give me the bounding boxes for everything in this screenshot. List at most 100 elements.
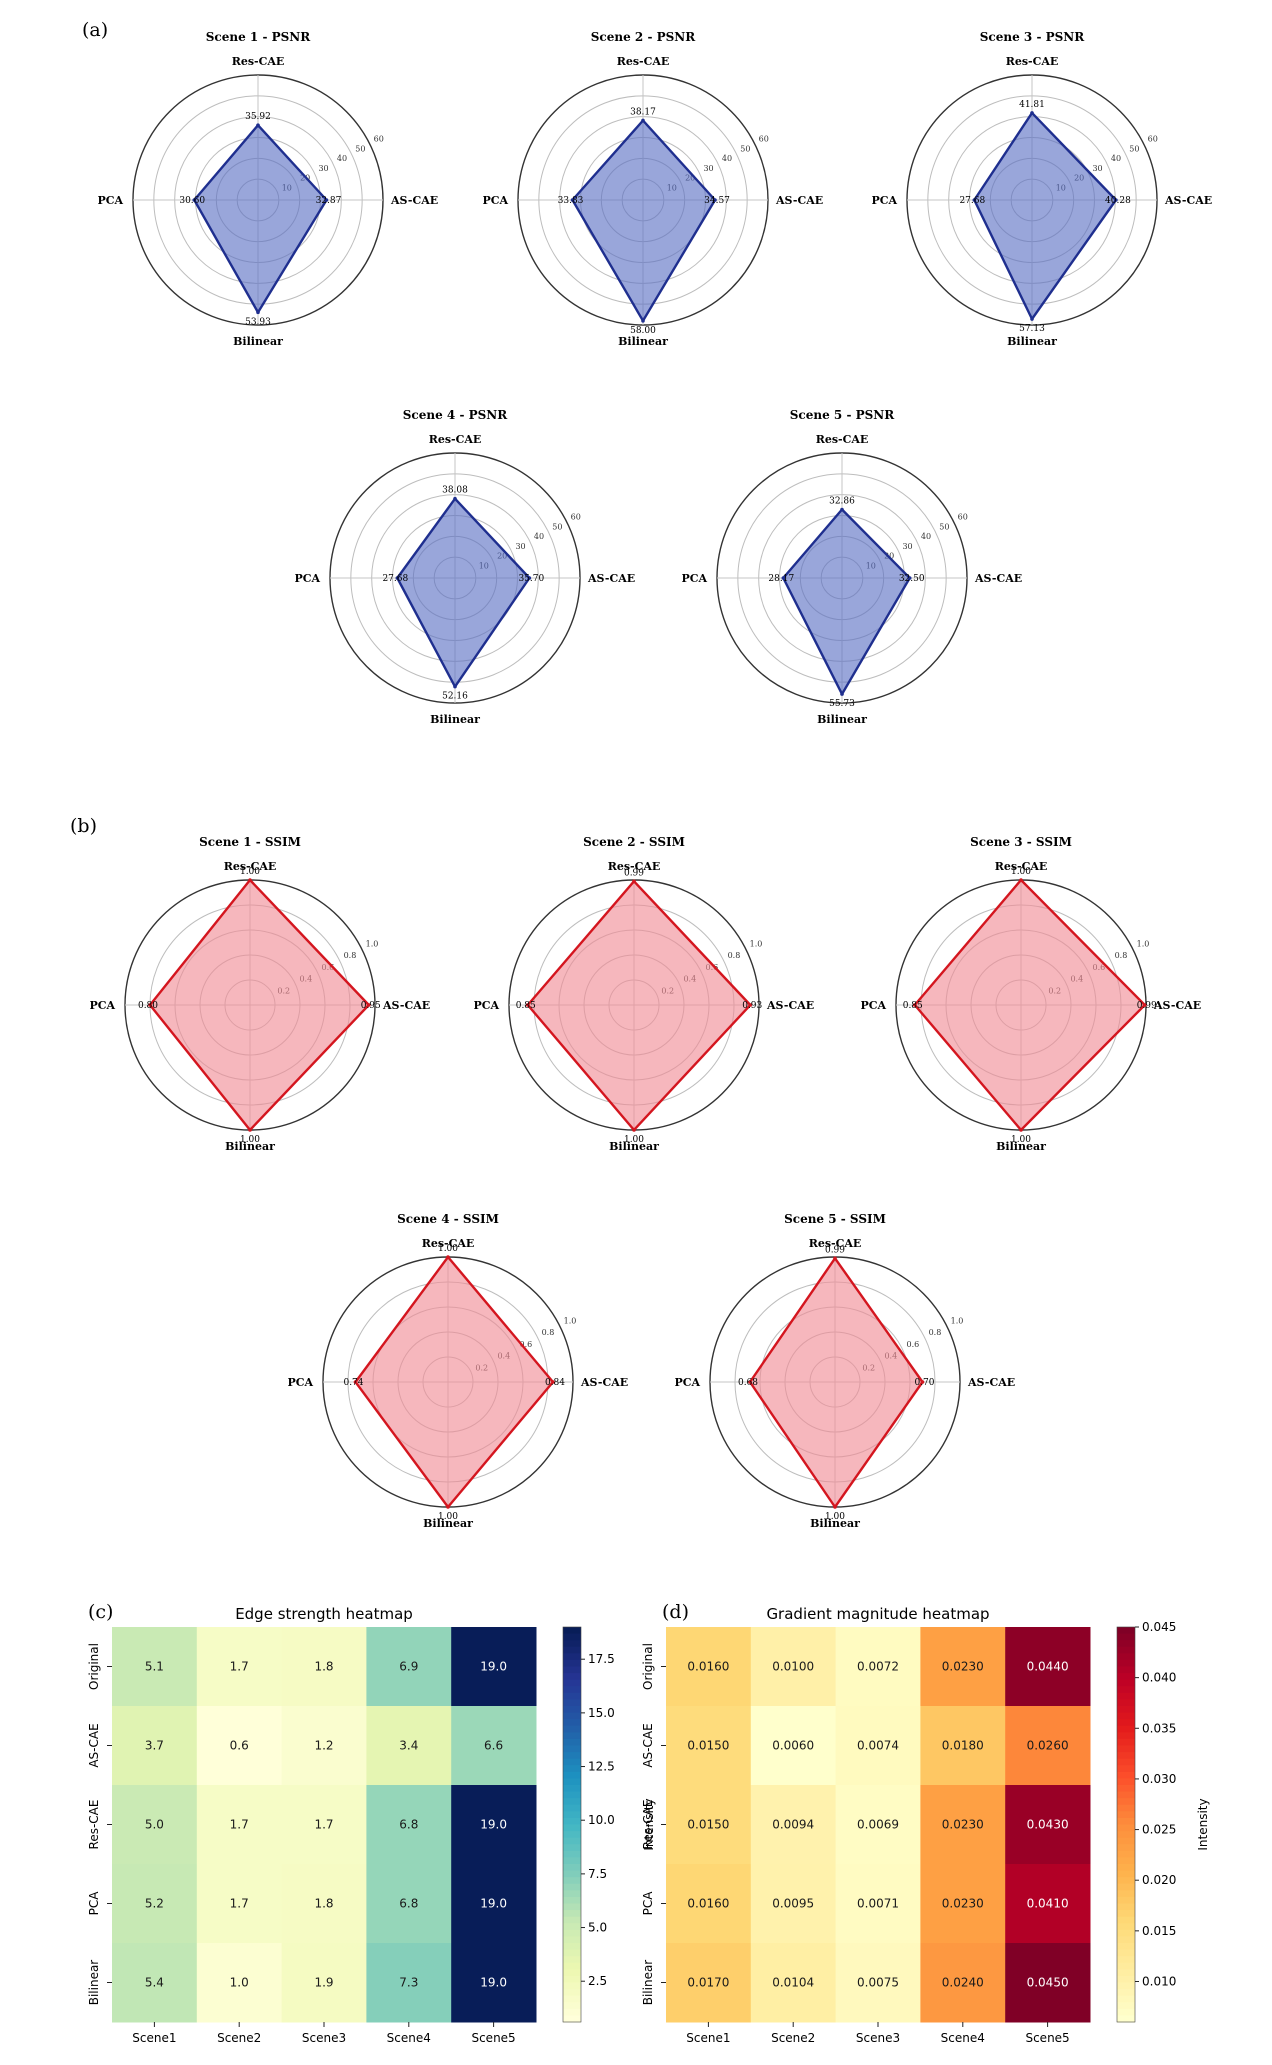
data-point [1030,111,1034,115]
heatmap-cell [920,1785,1006,1865]
radar-chart-10: Scene 5 - SSIM0.20.40.60.81.00.990.701.0… [674,1212,1015,1530]
radial-tick-label: 1.0 [1137,939,1150,948]
colorbar-segment [563,1791,581,1799]
colorbar-segment [563,2002,581,2010]
colorbar-segment [563,1804,581,1812]
heatmap-cell [366,1706,452,1786]
heatmap-cell [1005,1943,1091,2023]
col-label: Scene5 [1025,2031,1069,2045]
data-polygon [748,1257,924,1509]
chart-title: Scene 1 - PSNR [206,30,311,44]
colorbar-segment [1117,1837,1135,1845]
heatmap-cell-label: 19.0 [480,1976,507,1990]
axis-label-pca: PCA [294,572,320,585]
value-label: 58.00 [630,326,656,336]
heatmap-cell [281,1864,367,1944]
data-point [912,1003,917,1007]
axis-label-bilinear: Bilinear [225,1140,275,1153]
radial-tick-label: 40 [337,154,347,163]
heatmap-cell-label: 0.0440 [1027,1660,1069,1674]
value-label: 30.60 [179,196,205,206]
colorbar-segment [563,1692,581,1701]
radial-tick-label: 0.8 [929,1328,942,1337]
colorbar-segment [563,1903,581,1911]
colorbar-segment [563,1982,581,1990]
heatmap-cell-label: 5.2 [145,1897,164,1911]
colorbar-segment [1117,1653,1135,1661]
radial-tick-label: 0.8 [728,951,741,960]
colorbar-segment [563,2015,581,2023]
colorbar-segment [563,1785,581,1793]
data-point [527,576,532,580]
axis-label-as-cae: AS-CAE [967,1376,1015,1389]
heatmap-cell [196,1627,283,1707]
value-label: 53.93 [245,317,271,327]
colorbar-segment [563,1989,581,1997]
chart-title: Scene 5 - PSNR [790,408,895,422]
value-label: 0.93 [742,1001,762,1011]
heatmap-cell [451,1864,537,1944]
colorbar-segment [1117,1956,1135,1964]
colorbar-segment [563,1778,581,1786]
value-label: 0.85 [903,1001,923,1011]
value-label: 33.83 [558,196,584,206]
colorbar-segment [563,1831,581,1839]
colorbar-tick-label: 15.0 [588,1706,615,1720]
axis-label-as-cae: AS-CAE [974,572,1022,585]
axis-label-res-cae: Res-CAE [995,860,1048,873]
data-polygon [526,880,752,1132]
colorbar-segment [563,1765,581,1773]
colorbar-segment [1117,1910,1135,1918]
heatmap-cell [1005,1864,1091,1944]
row-label: Bilinear [87,1960,101,2006]
colorbar-segment [1117,1883,1135,1891]
chart-title: Scene 2 - SSIM [583,835,685,849]
data-point [1030,317,1034,321]
colorbar-segment [1117,1745,1135,1753]
radial-tick-label: 50 [355,144,365,153]
radial-tick-label: 40 [921,532,931,541]
data-point [525,1003,530,1007]
colorbar-segment [563,1640,581,1648]
heatmap-cell-label: 5.4 [145,1976,164,1990]
colorbar-segment [1117,1989,1135,1997]
data-point [1114,198,1118,202]
axis-label-bilinear: Bilinear [618,335,668,348]
heatmap-cell [1005,1706,1091,1786]
value-label: 34.57 [704,196,730,206]
colorbar-segment [1117,1890,1135,1898]
value-label: 1.00 [1011,1135,1031,1145]
radial-tick-label: 50 [552,522,562,531]
data-point [395,576,400,580]
colorbar-segment [1117,1732,1135,1740]
radial-tick-label: 30 [515,542,525,551]
data-point [972,198,977,202]
data-polygon [782,508,911,696]
heatmap-cell [196,1864,283,1944]
radial-tick-label: 0.8 [344,951,357,960]
colorbar-segment [1117,1850,1135,1859]
heatmap-cell [1005,1785,1091,1865]
value-label: 28.17 [768,574,794,584]
colorbar-segment [563,1745,581,1753]
value-label: 0.99 [624,868,644,878]
axis-label-res-cae: Res-CAE [224,860,277,873]
colorbar-segment [563,1844,581,1852]
radar-chart-7: Scene 2 - SSIM0.20.40.60.81.00.990.931.0… [473,835,814,1153]
colorbar-segment [563,1659,581,1668]
value-label: 0.95 [361,1001,381,1011]
value-label: 0.68 [738,1378,758,1388]
heatmap-cell-label: 0.0160 [687,1660,729,1674]
radial-tick-label: 50 [939,522,949,531]
heatmap-cell-label: 3.7 [145,1739,164,1753]
colorbar-segment [1117,1975,1135,1984]
colorbar-segment [1117,1896,1135,1905]
heatmap-cell-label: 0.0072 [857,1660,899,1674]
heatmap-cell-label: 0.0150 [687,1739,729,1753]
colorbar-segment [563,1995,581,2003]
value-label: 27.68 [382,574,408,584]
heatmap-cell-label: 0.0150 [687,1818,729,1832]
colorbar-segment [563,1653,581,1661]
value-label: 32.50 [899,574,925,584]
colorbar-tick-label: 7.5 [588,1867,607,1881]
